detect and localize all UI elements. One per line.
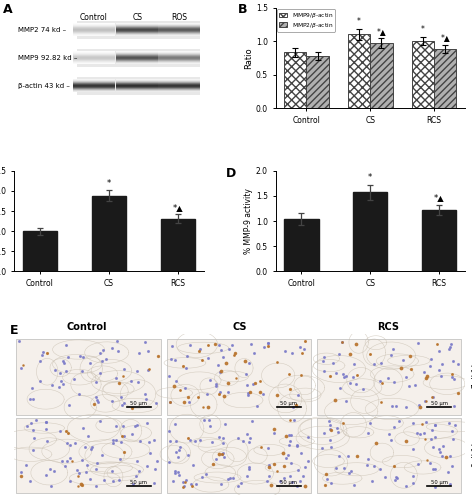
Text: MMP-2: MMP-2 xyxy=(467,364,472,390)
Bar xyxy=(317,339,461,414)
Text: 50 μm: 50 μm xyxy=(430,480,447,485)
Bar xyxy=(92,196,126,272)
Text: *▲: *▲ xyxy=(440,34,450,42)
Bar xyxy=(167,339,311,414)
Text: β-actin 43 kd –: β-actin 43 kd – xyxy=(18,83,70,89)
Text: CS: CS xyxy=(132,12,142,22)
Bar xyxy=(422,210,456,272)
Text: B: B xyxy=(237,4,247,16)
Bar xyxy=(23,231,57,272)
Text: ROS: ROS xyxy=(171,12,187,22)
Text: MMP-9: MMP-9 xyxy=(467,443,472,468)
Text: D: D xyxy=(226,167,236,180)
Text: 50 μm: 50 μm xyxy=(280,480,297,485)
Bar xyxy=(353,192,388,272)
Text: RCS: RCS xyxy=(377,322,399,332)
Y-axis label: % MMP-9 activity: % MMP-9 activity xyxy=(244,188,253,254)
Text: 50 μm: 50 μm xyxy=(130,401,147,406)
Bar xyxy=(412,41,434,108)
Text: Control: Control xyxy=(66,322,107,332)
Bar xyxy=(348,34,370,108)
Text: *: * xyxy=(421,26,425,35)
Text: MMP9 92.82 kd –: MMP9 92.82 kd – xyxy=(18,55,77,61)
Text: *▲: *▲ xyxy=(172,203,183,212)
Bar xyxy=(76,48,200,67)
Legend: MMP9/$\beta$-actin, MMP2/$\beta$-actin: MMP9/$\beta$-actin, MMP2/$\beta$-actin xyxy=(277,9,335,32)
Text: MMP2 74 kd –: MMP2 74 kd – xyxy=(18,26,66,32)
Bar xyxy=(76,77,200,95)
Bar xyxy=(434,49,456,108)
Text: *▲: *▲ xyxy=(377,26,386,36)
Text: CS: CS xyxy=(232,322,247,332)
Text: Control: Control xyxy=(80,12,108,22)
Bar xyxy=(17,418,160,494)
Y-axis label: Ratio: Ratio xyxy=(244,47,253,68)
Bar xyxy=(306,56,329,108)
Text: 50 μm: 50 μm xyxy=(430,401,447,406)
Bar xyxy=(317,418,461,494)
Bar xyxy=(76,20,200,38)
Text: *: * xyxy=(107,179,111,188)
Bar xyxy=(160,218,195,272)
Bar xyxy=(17,339,160,414)
Bar xyxy=(284,52,306,108)
Bar xyxy=(284,218,319,272)
Text: 50 μm: 50 μm xyxy=(280,401,297,406)
Text: *: * xyxy=(357,18,361,26)
Text: 50 μm: 50 μm xyxy=(130,480,147,485)
Text: *▲: *▲ xyxy=(434,194,445,202)
Text: E: E xyxy=(9,324,18,338)
Bar xyxy=(167,418,311,494)
Bar xyxy=(370,43,393,108)
Text: A: A xyxy=(3,4,12,16)
Text: *: * xyxy=(368,174,372,182)
